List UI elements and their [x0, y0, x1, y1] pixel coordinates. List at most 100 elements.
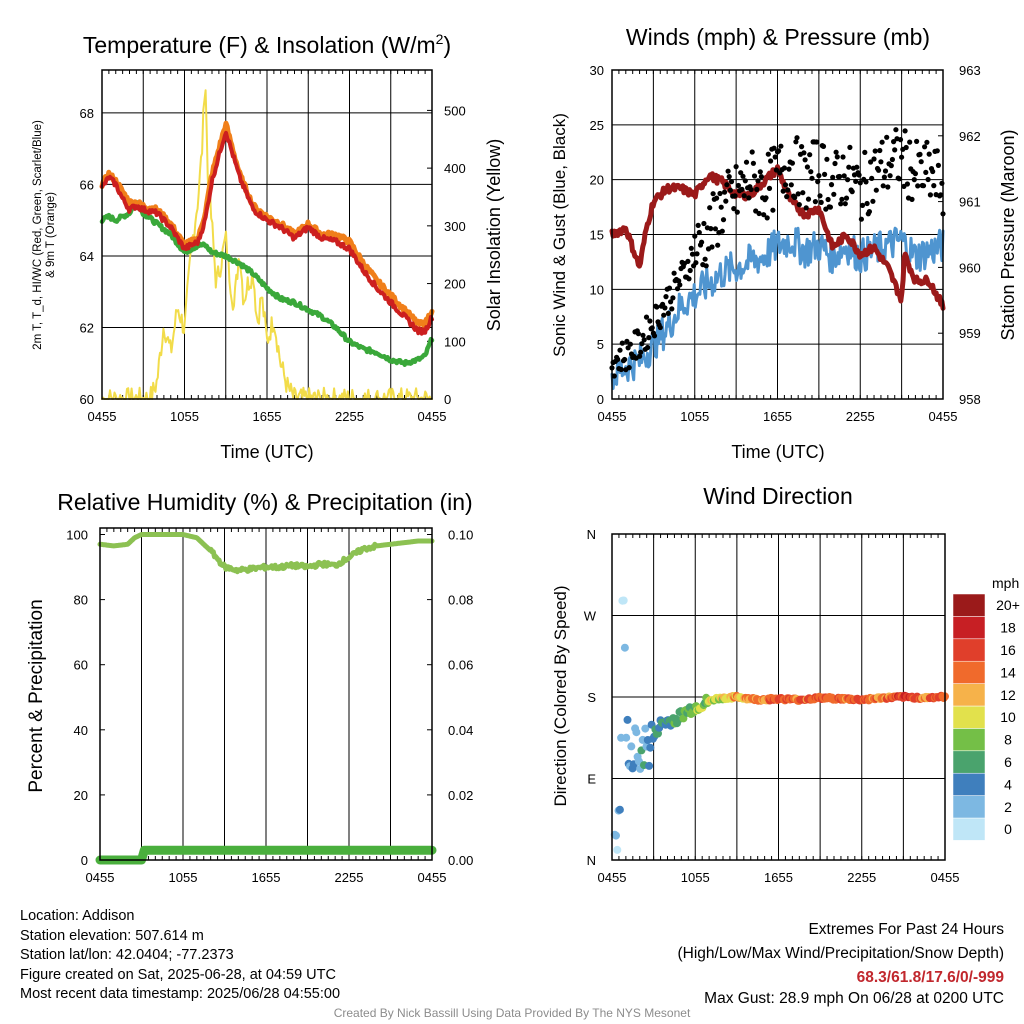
- x-tick-label: 2255: [847, 870, 876, 885]
- gust-point: [645, 344, 651, 351]
- legend-swatch: [952, 683, 986, 707]
- extremes-box: Extremes For Past 24 Hours (High/Low/Max…: [678, 918, 1005, 1007]
- gust-point: [922, 144, 928, 150]
- gust-point: [807, 152, 813, 158]
- gust-point: [710, 191, 716, 197]
- gust-point: [663, 294, 669, 300]
- wind-direction-point: [641, 724, 650, 733]
- extremes-title: Extremes For Past 24 Hours: [808, 921, 1004, 938]
- legend-label: 0: [1004, 821, 1012, 837]
- gust-point: [938, 192, 944, 198]
- x-tick-label: 1055: [680, 409, 709, 424]
- gust-point: [754, 186, 760, 192]
- gust-point: [926, 151, 932, 157]
- gust-point: [935, 162, 942, 168]
- gust-point: [687, 267, 693, 274]
- gust-point: [808, 169, 814, 175]
- y-tick-label: 20: [590, 173, 604, 188]
- legend-swatch: [952, 638, 986, 662]
- wind-direction-point: [622, 733, 631, 742]
- gust-point: [637, 353, 643, 359]
- gust-point: [885, 184, 891, 190]
- legend-label: 12: [1000, 687, 1016, 703]
- gust-point: [676, 278, 682, 284]
- wind-direction-point: [613, 845, 622, 854]
- y-tick-label: 15: [590, 228, 604, 243]
- gust-point: [897, 137, 904, 143]
- gust-point: [805, 196, 812, 202]
- gust-point: [853, 178, 859, 184]
- gust-point: [879, 139, 885, 145]
- gust-point: [731, 206, 737, 212]
- gust-point: [831, 191, 837, 197]
- gust-point: [854, 164, 860, 170]
- gust-point: [743, 159, 750, 165]
- gust-point: [741, 193, 747, 199]
- gust-point: [868, 159, 874, 165]
- wind-direction-ylabel: Direction (Colored By Speed): [551, 585, 570, 806]
- plot-border: [611, 533, 946, 861]
- gust-point: [654, 304, 660, 310]
- legend-label: 2: [1004, 799, 1012, 815]
- gust-point: [799, 144, 805, 150]
- gust-point: [714, 195, 720, 201]
- gust-point: [849, 189, 855, 195]
- gust-point: [814, 139, 820, 145]
- gust-point: [725, 168, 731, 174]
- y2-tick-label: 300: [444, 219, 466, 234]
- legend-swatch: [952, 705, 986, 729]
- gust-point: [763, 195, 769, 201]
- gust-point: [892, 147, 898, 153]
- gust-point: [748, 186, 754, 193]
- gust-point: [751, 173, 758, 179]
- gust-point: [626, 365, 632, 371]
- gust-point: [643, 314, 650, 320]
- gust-point: [927, 192, 934, 198]
- gust-point: [822, 171, 828, 177]
- gust-point: [873, 187, 879, 193]
- humidity-title: Relative Humidity (%) & Precipitation (i…: [57, 489, 472, 515]
- gust-point: [839, 196, 845, 202]
- gust-point: [859, 202, 866, 208]
- legend-swatch: [952, 660, 986, 684]
- x-tick-label: 0455: [598, 870, 627, 885]
- plot-border: [101, 69, 433, 400]
- gust-point: [887, 173, 893, 179]
- gust-point: [794, 135, 800, 141]
- temperature-xlabel: Time (UTC): [220, 442, 313, 462]
- gust-point: [909, 196, 915, 202]
- gust-point: [640, 332, 646, 338]
- y-tick-label: 66: [80, 177, 94, 192]
- legend-label: 16: [1000, 642, 1016, 658]
- wind-direction-point: [646, 743, 655, 752]
- solar-line: [101, 89, 433, 400]
- gust-point: [881, 174, 888, 180]
- station-elevation: Station elevation: 507.614 m: [20, 927, 204, 944]
- gust-point: [618, 366, 624, 373]
- recent-timestamp: Most recent data timestamp: 2025/06/28 0…: [20, 986, 341, 1002]
- wind-direction-point: [627, 742, 636, 751]
- gust-point: [657, 324, 663, 331]
- gust-point: [847, 144, 853, 150]
- x-tick-label: 0455: [418, 870, 447, 885]
- y2-tick-label: 0: [444, 392, 451, 407]
- gust-point: [661, 312, 667, 318]
- gust-point: [782, 182, 789, 188]
- gust-point: [802, 157, 808, 163]
- wind-direction-point: [615, 805, 624, 814]
- y-tick-label: 40: [74, 723, 88, 738]
- gust-point: [764, 215, 770, 221]
- x-tick-label: 0455: [88, 409, 117, 424]
- y-tick-label: 0: [597, 392, 604, 407]
- gust-point: [845, 177, 851, 183]
- gust-point: [728, 179, 735, 185]
- gust-point: [931, 183, 937, 189]
- gust-point: [734, 209, 740, 215]
- gust-point: [677, 282, 683, 288]
- gust-point: [911, 177, 917, 183]
- gust-point: [838, 201, 844, 207]
- gust-point: [891, 139, 897, 145]
- wind-direction-point: [612, 831, 620, 840]
- gust-point: [740, 173, 746, 179]
- gust-point: [907, 139, 913, 145]
